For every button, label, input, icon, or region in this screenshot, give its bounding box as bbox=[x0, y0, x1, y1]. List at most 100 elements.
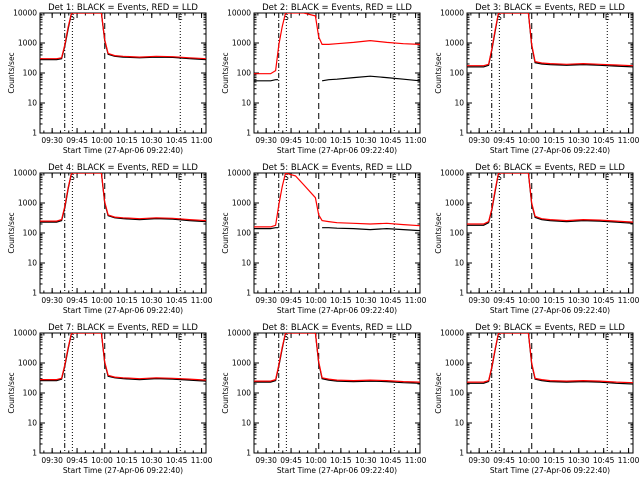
x-tick-label: 10:30 bbox=[355, 456, 377, 465]
y-tick-label: 10 bbox=[241, 419, 251, 428]
series-line-events bbox=[254, 75, 420, 82]
marker-label-e: E bbox=[178, 333, 183, 342]
y-axis-label: Counts/sec bbox=[7, 372, 16, 413]
x-tick-label: 10:45 bbox=[380, 136, 402, 145]
x-tick-label: 10:30 bbox=[355, 296, 377, 305]
y-tick-label: 100 bbox=[23, 389, 38, 398]
x-tick-label: 11:00 bbox=[191, 136, 213, 145]
x-tick-label: 09:45 bbox=[66, 296, 88, 305]
y-tick-label: 10000 bbox=[227, 169, 251, 178]
x-tick-label: 11:00 bbox=[618, 296, 640, 305]
y-tick-label: 1000 bbox=[232, 199, 251, 208]
marker-label-s: S bbox=[284, 13, 289, 22]
x-tick-label: 09:30 bbox=[468, 296, 490, 305]
marker-label-e: E bbox=[605, 173, 610, 182]
y-tick-label: 10 bbox=[454, 99, 464, 108]
x-tick-label: 10:15 bbox=[543, 456, 565, 465]
y-tick-label: 10000 bbox=[227, 329, 251, 338]
x-tick-label: 09:30 bbox=[255, 296, 277, 305]
y-tick-label: 10000 bbox=[13, 9, 37, 18]
x-tick-label: 10:15 bbox=[543, 296, 565, 305]
y-tick-label: 1000 bbox=[18, 359, 37, 368]
marker-label-s: S bbox=[497, 13, 502, 22]
x-tick-label: 09:30 bbox=[41, 456, 63, 465]
panel-title: Det 6: BLACK = Events, RED = LLD bbox=[475, 163, 625, 173]
x-tick-label: 10:00 bbox=[518, 136, 540, 145]
x-tick-label: 09:30 bbox=[468, 136, 490, 145]
marker-label-s: S bbox=[70, 13, 75, 22]
x-tick-label: 09:30 bbox=[468, 456, 490, 465]
x-tick-label: 10:45 bbox=[593, 296, 615, 305]
x-tick-label: 10:15 bbox=[330, 136, 352, 145]
x-axis-label: Start Time (27-Apr-06 09:22:40) bbox=[63, 466, 183, 475]
y-tick-label: 10000 bbox=[13, 329, 37, 338]
x-tick-label: 10:30 bbox=[355, 136, 377, 145]
panel-title: Det 4: BLACK = Events, RED = LLD bbox=[48, 163, 198, 173]
y-tick-label: 1000 bbox=[232, 39, 251, 48]
marker-label-s: S bbox=[284, 173, 289, 182]
y-axis-label: Counts/sec bbox=[7, 212, 16, 253]
y-tick-label: 1000 bbox=[232, 359, 251, 368]
x-tick-label: 11:00 bbox=[405, 136, 427, 145]
x-tick-label: 09:45 bbox=[66, 456, 88, 465]
y-tick-label: 1 bbox=[32, 449, 37, 458]
x-tick-label: 10:00 bbox=[91, 456, 113, 465]
panel-title: Det 2: BLACK = Events, RED = LLD bbox=[262, 3, 412, 13]
panel-title: Det 5: BLACK = Events, RED = LLD bbox=[262, 163, 412, 173]
x-tick-label: 09:30 bbox=[255, 136, 277, 145]
y-tick-label: 1 bbox=[246, 129, 251, 138]
y-tick-label: 10 bbox=[27, 99, 37, 108]
y-tick-label: 10000 bbox=[440, 169, 464, 178]
y-tick-label: 1000 bbox=[445, 199, 464, 208]
panel-title: Det 9: BLACK = Events, RED = LLD bbox=[475, 323, 625, 333]
y-axis-label: Counts/sec bbox=[434, 372, 443, 413]
series-line-lld bbox=[40, 333, 206, 381]
x-tick-label: 09:45 bbox=[493, 456, 515, 465]
x-tick-label: 09:45 bbox=[280, 296, 302, 305]
y-axis-label: Counts/sec bbox=[221, 52, 230, 93]
marker-label-e: E bbox=[178, 13, 183, 22]
x-tick-label: 10:15 bbox=[330, 296, 352, 305]
marker-label-e: E bbox=[605, 13, 610, 22]
x-tick-label: 10:15 bbox=[116, 136, 138, 145]
x-tick-label: 10:30 bbox=[568, 296, 590, 305]
y-tick-label: 1 bbox=[459, 129, 464, 138]
y-tick-label: 10 bbox=[454, 259, 464, 268]
y-tick-label: 100 bbox=[450, 389, 465, 398]
marker-label-e: E bbox=[392, 333, 397, 342]
x-tick-label: 09:30 bbox=[41, 136, 63, 145]
marker-label-e: E bbox=[605, 333, 610, 342]
x-axis-label: Start Time (27-Apr-06 09:22:40) bbox=[490, 466, 610, 475]
marker-label-e: E bbox=[392, 173, 397, 182]
panel-det-8: 1 10 100 1000 10000 09:30 09:45 10:00 10:15 10:30… bbox=[221, 323, 427, 475]
y-axis-label: Counts/sec bbox=[434, 52, 443, 93]
x-tick-label: 11:00 bbox=[618, 456, 640, 465]
marker-label-e: E bbox=[392, 13, 397, 22]
x-tick-label: 09:30 bbox=[41, 296, 63, 305]
x-tick-label: 11:00 bbox=[405, 456, 427, 465]
y-tick-label: 1000 bbox=[18, 199, 37, 208]
x-tick-label: 10:00 bbox=[305, 456, 327, 465]
x-tick-label: 10:00 bbox=[518, 296, 540, 305]
x-tick-label: 10:45 bbox=[166, 136, 188, 145]
x-tick-label: 10:30 bbox=[141, 136, 163, 145]
y-tick-label: 10000 bbox=[227, 9, 251, 18]
x-tick-label: 10:45 bbox=[593, 456, 615, 465]
y-axis-label: Counts/sec bbox=[221, 372, 230, 413]
panel-det-3: 1 10 100 1000 10000 09:30 09:45 10:00 10:15 10:30… bbox=[434, 3, 640, 155]
x-tick-label: 10:30 bbox=[141, 456, 163, 465]
y-tick-label: 10 bbox=[241, 259, 251, 268]
x-axis-label: Start Time (27-Apr-06 09:22:40) bbox=[63, 306, 183, 315]
y-tick-label: 1 bbox=[459, 289, 464, 298]
y-tick-label: 100 bbox=[23, 229, 38, 238]
marker-label-e: E bbox=[178, 173, 183, 182]
panel-title: Det 1: BLACK = Events, RED = LLD bbox=[48, 3, 198, 13]
panel-det-6: 1 10 100 1000 10000 09:30 09:45 10:00 10:15 10:30… bbox=[434, 163, 640, 315]
x-tick-label: 10:45 bbox=[380, 296, 402, 305]
y-axis-label: Counts/sec bbox=[7, 52, 16, 93]
marker-label-s: S bbox=[284, 333, 289, 342]
x-axis-label: Start Time (27-Apr-06 09:22:40) bbox=[277, 146, 397, 155]
x-axis-label: Start Time (27-Apr-06 09:22:40) bbox=[277, 466, 397, 475]
panel-det-5: 1 10 100 1000 10000 09:30 09:45 10:00 10:15 10:30… bbox=[221, 163, 427, 315]
x-tick-label: 09:45 bbox=[280, 136, 302, 145]
